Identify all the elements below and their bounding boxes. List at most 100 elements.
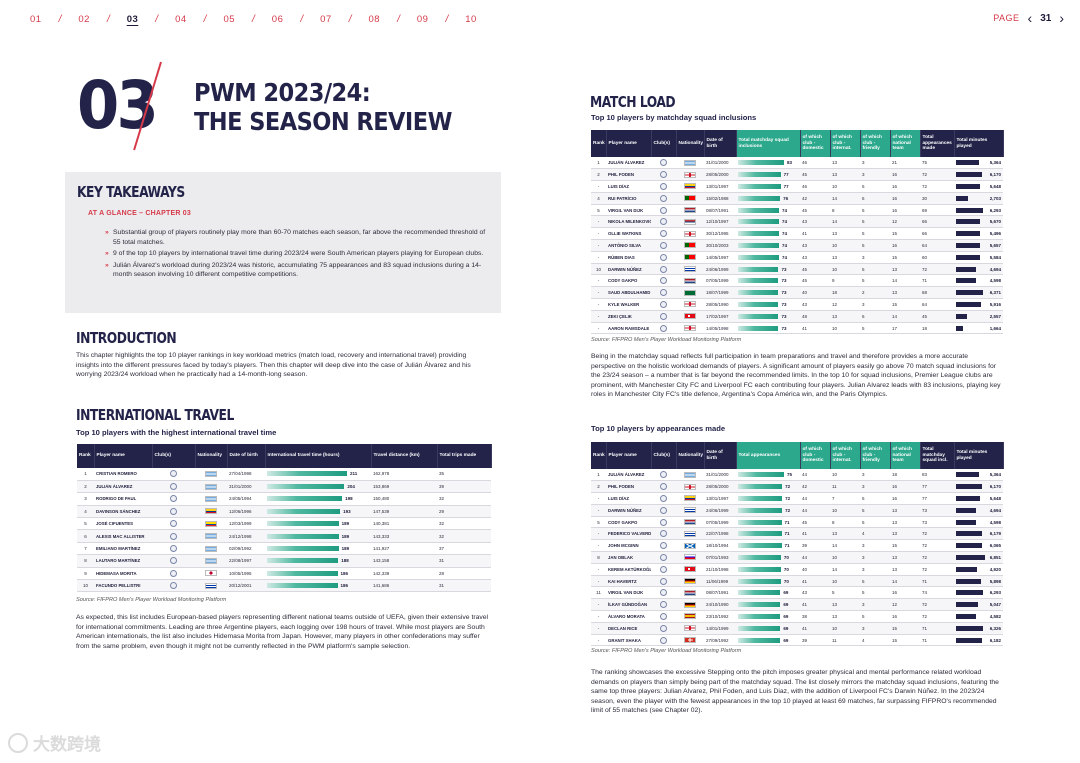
- chapter-link-04[interactable]: 04: [175, 13, 187, 25]
- club-crest-icon: [660, 171, 667, 179]
- total-value: 73: [781, 290, 787, 296]
- squad-inclusions-cell: 72: [920, 527, 954, 541]
- travel-time-value: 186: [340, 583, 349, 589]
- rank-cell: 10: [77, 579, 94, 593]
- table-row: - İlkay Gündoğan 24/10/1990 69 41 13 3 12 72 5,04…: [591, 598, 1003, 612]
- minutes-played-cell: 6,065: [954, 539, 1003, 553]
- minutes-value: 5,670: [989, 219, 1001, 225]
- chapter-link-01[interactable]: 01: [30, 13, 42, 25]
- table-header-cell: Total matchday squad incl.: [920, 442, 955, 469]
- chapter-link-08[interactable]: 08: [368, 13, 381, 25]
- travel-distance-cell: 147,539: [371, 505, 437, 519]
- travel-time-value: 204: [347, 484, 355, 490]
- dob-cell: 07/01/1993: [704, 551, 736, 564]
- travel-source: Source: FIFPRO Men's Player Workload Mon…: [76, 597, 227, 603]
- table-header-cell: Total minutes played: [954, 130, 1004, 157]
- chapter-link-05[interactable]: 05: [223, 13, 236, 25]
- total-bar: [738, 484, 783, 490]
- club-international-cell: 11: [830, 480, 860, 494]
- club-friendly-cell: 3: [860, 469, 890, 482]
- table-header-cell: Date of birth: [704, 130, 737, 157]
- club-domestic-cell: 43: [800, 298, 830, 311]
- club-domestic-cell: 42: [800, 480, 830, 494]
- minutes-played-cell: 6,293: [954, 204, 1003, 217]
- national-team-cell: 16: [890, 610, 920, 623]
- club-international-cell: 8: [830, 204, 860, 217]
- minutes-bar: [956, 207, 983, 213]
- chapter-link-07[interactable]: 07: [320, 13, 332, 25]
- table-row: - Kyle Walker 28/05/1990 73 43 12 3 15 64 5,916: [591, 298, 1003, 311]
- rank-cell: 9: [77, 567, 94, 581]
- table-row: 1 Julián Álvarez 31/01/2000 83 46 13 3 21 75 5,36…: [591, 157, 1003, 170]
- total-bar: [738, 301, 779, 307]
- minutes-value: 4,582: [989, 613, 1001, 619]
- national-team-cell: 16: [890, 204, 920, 217]
- club-international-cell: 10: [830, 322, 860, 335]
- flag-uru-icon: [684, 530, 696, 537]
- match-load-heading: MATCH LOAD: [590, 93, 676, 111]
- dob-cell: 08/07/1991: [704, 586, 736, 600]
- rank-cell: 5: [591, 516, 606, 529]
- total-trips-cell: 32: [437, 517, 491, 531]
- chapter-link-03[interactable]: 03: [126, 13, 139, 25]
- travel-time-cell: 204: [265, 480, 371, 494]
- rank-cell: -: [591, 274, 606, 288]
- page-label: PAGE: [993, 13, 1020, 23]
- dob-cell: 17/02/1997: [704, 310, 736, 323]
- club-crest-icon: [170, 520, 177, 528]
- minutes-bar: [956, 160, 979, 166]
- total-cell: 69: [736, 610, 800, 623]
- chapter-link-02[interactable]: 02: [78, 13, 90, 25]
- club-cell: [651, 204, 676, 217]
- chapter-title-line1: PWM 2023/24:: [194, 78, 371, 107]
- club-crest-icon: [660, 577, 667, 585]
- list-item: 9 of the top 10 players by international…: [105, 249, 489, 259]
- nationality-cell: [195, 492, 227, 506]
- minutes-played-cell: 6,371: [954, 286, 1003, 300]
- rank-cell: 1: [77, 468, 94, 481]
- table-row: 5 Cody Gakpo 07/05/1999 71 45 8 5 13 73 4,598: [591, 516, 1003, 529]
- travel-time-bar: [267, 471, 347, 477]
- total-appearances-cell: 66: [920, 227, 954, 241]
- next-page-icon[interactable]: ›: [1059, 10, 1064, 26]
- total-appearances-cell: 75: [920, 157, 954, 170]
- flag-col-icon: [684, 495, 696, 502]
- rank-cell: -: [591, 634, 606, 647]
- club-crest-icon: [660, 265, 667, 273]
- total-bar: [738, 543, 782, 549]
- prev-page-icon[interactable]: ‹: [1027, 10, 1033, 26]
- club-domestic-cell: 45: [800, 168, 830, 182]
- total-bar: [738, 519, 782, 525]
- chapter-link-06[interactable]: 06: [271, 13, 284, 25]
- table-row: 8 Jan Oblak 07/01/1993 70 44 10 3 13 72 6,851: [591, 551, 1003, 564]
- total-value: 73: [781, 266, 787, 272]
- nationality-cell: [676, 263, 704, 276]
- list-item: Julián Álvarez's workload during 2023/24…: [105, 261, 489, 280]
- flag-ned-icon: [684, 519, 696, 526]
- table-header-cell: Club(s): [651, 130, 677, 157]
- club-cell: [152, 468, 195, 481]
- table-row: - Luis Díaz 13/01/1997 72 44 7 5 16 77 5,648: [591, 492, 1003, 505]
- table-header-cell: Player name: [606, 130, 652, 157]
- club-international-cell: 13: [830, 157, 860, 170]
- total-bar: [738, 554, 781, 560]
- club-friendly-cell: 4: [860, 527, 890, 541]
- minutes-value: 6,371: [989, 290, 1001, 296]
- chapter-link-10[interactable]: 10: [465, 13, 477, 25]
- nationality-cell: [676, 227, 704, 241]
- chapter-link-09[interactable]: 09: [416, 13, 429, 25]
- minutes-bar: [956, 219, 981, 225]
- minutes-played-cell: 5,364: [954, 157, 1003, 170]
- travel-time-value: 189: [341, 546, 350, 552]
- travel-time-cell: 188: [265, 554, 371, 568]
- rank-cell: 5: [77, 517, 94, 531]
- nav-separator: /: [155, 13, 159, 25]
- minutes-played-cell: 5,670: [954, 215, 1003, 229]
- dob-cell: 12/06/1996: [227, 505, 265, 519]
- total-value: 69: [783, 590, 789, 596]
- nationality-cell: [676, 192, 704, 205]
- player-name-cell: Hidemasa Morita: [94, 567, 152, 581]
- total-cell: 73: [736, 274, 800, 288]
- player-name-cell: Ollie Watkins: [606, 227, 651, 241]
- minutes-bar: [956, 266, 977, 272]
